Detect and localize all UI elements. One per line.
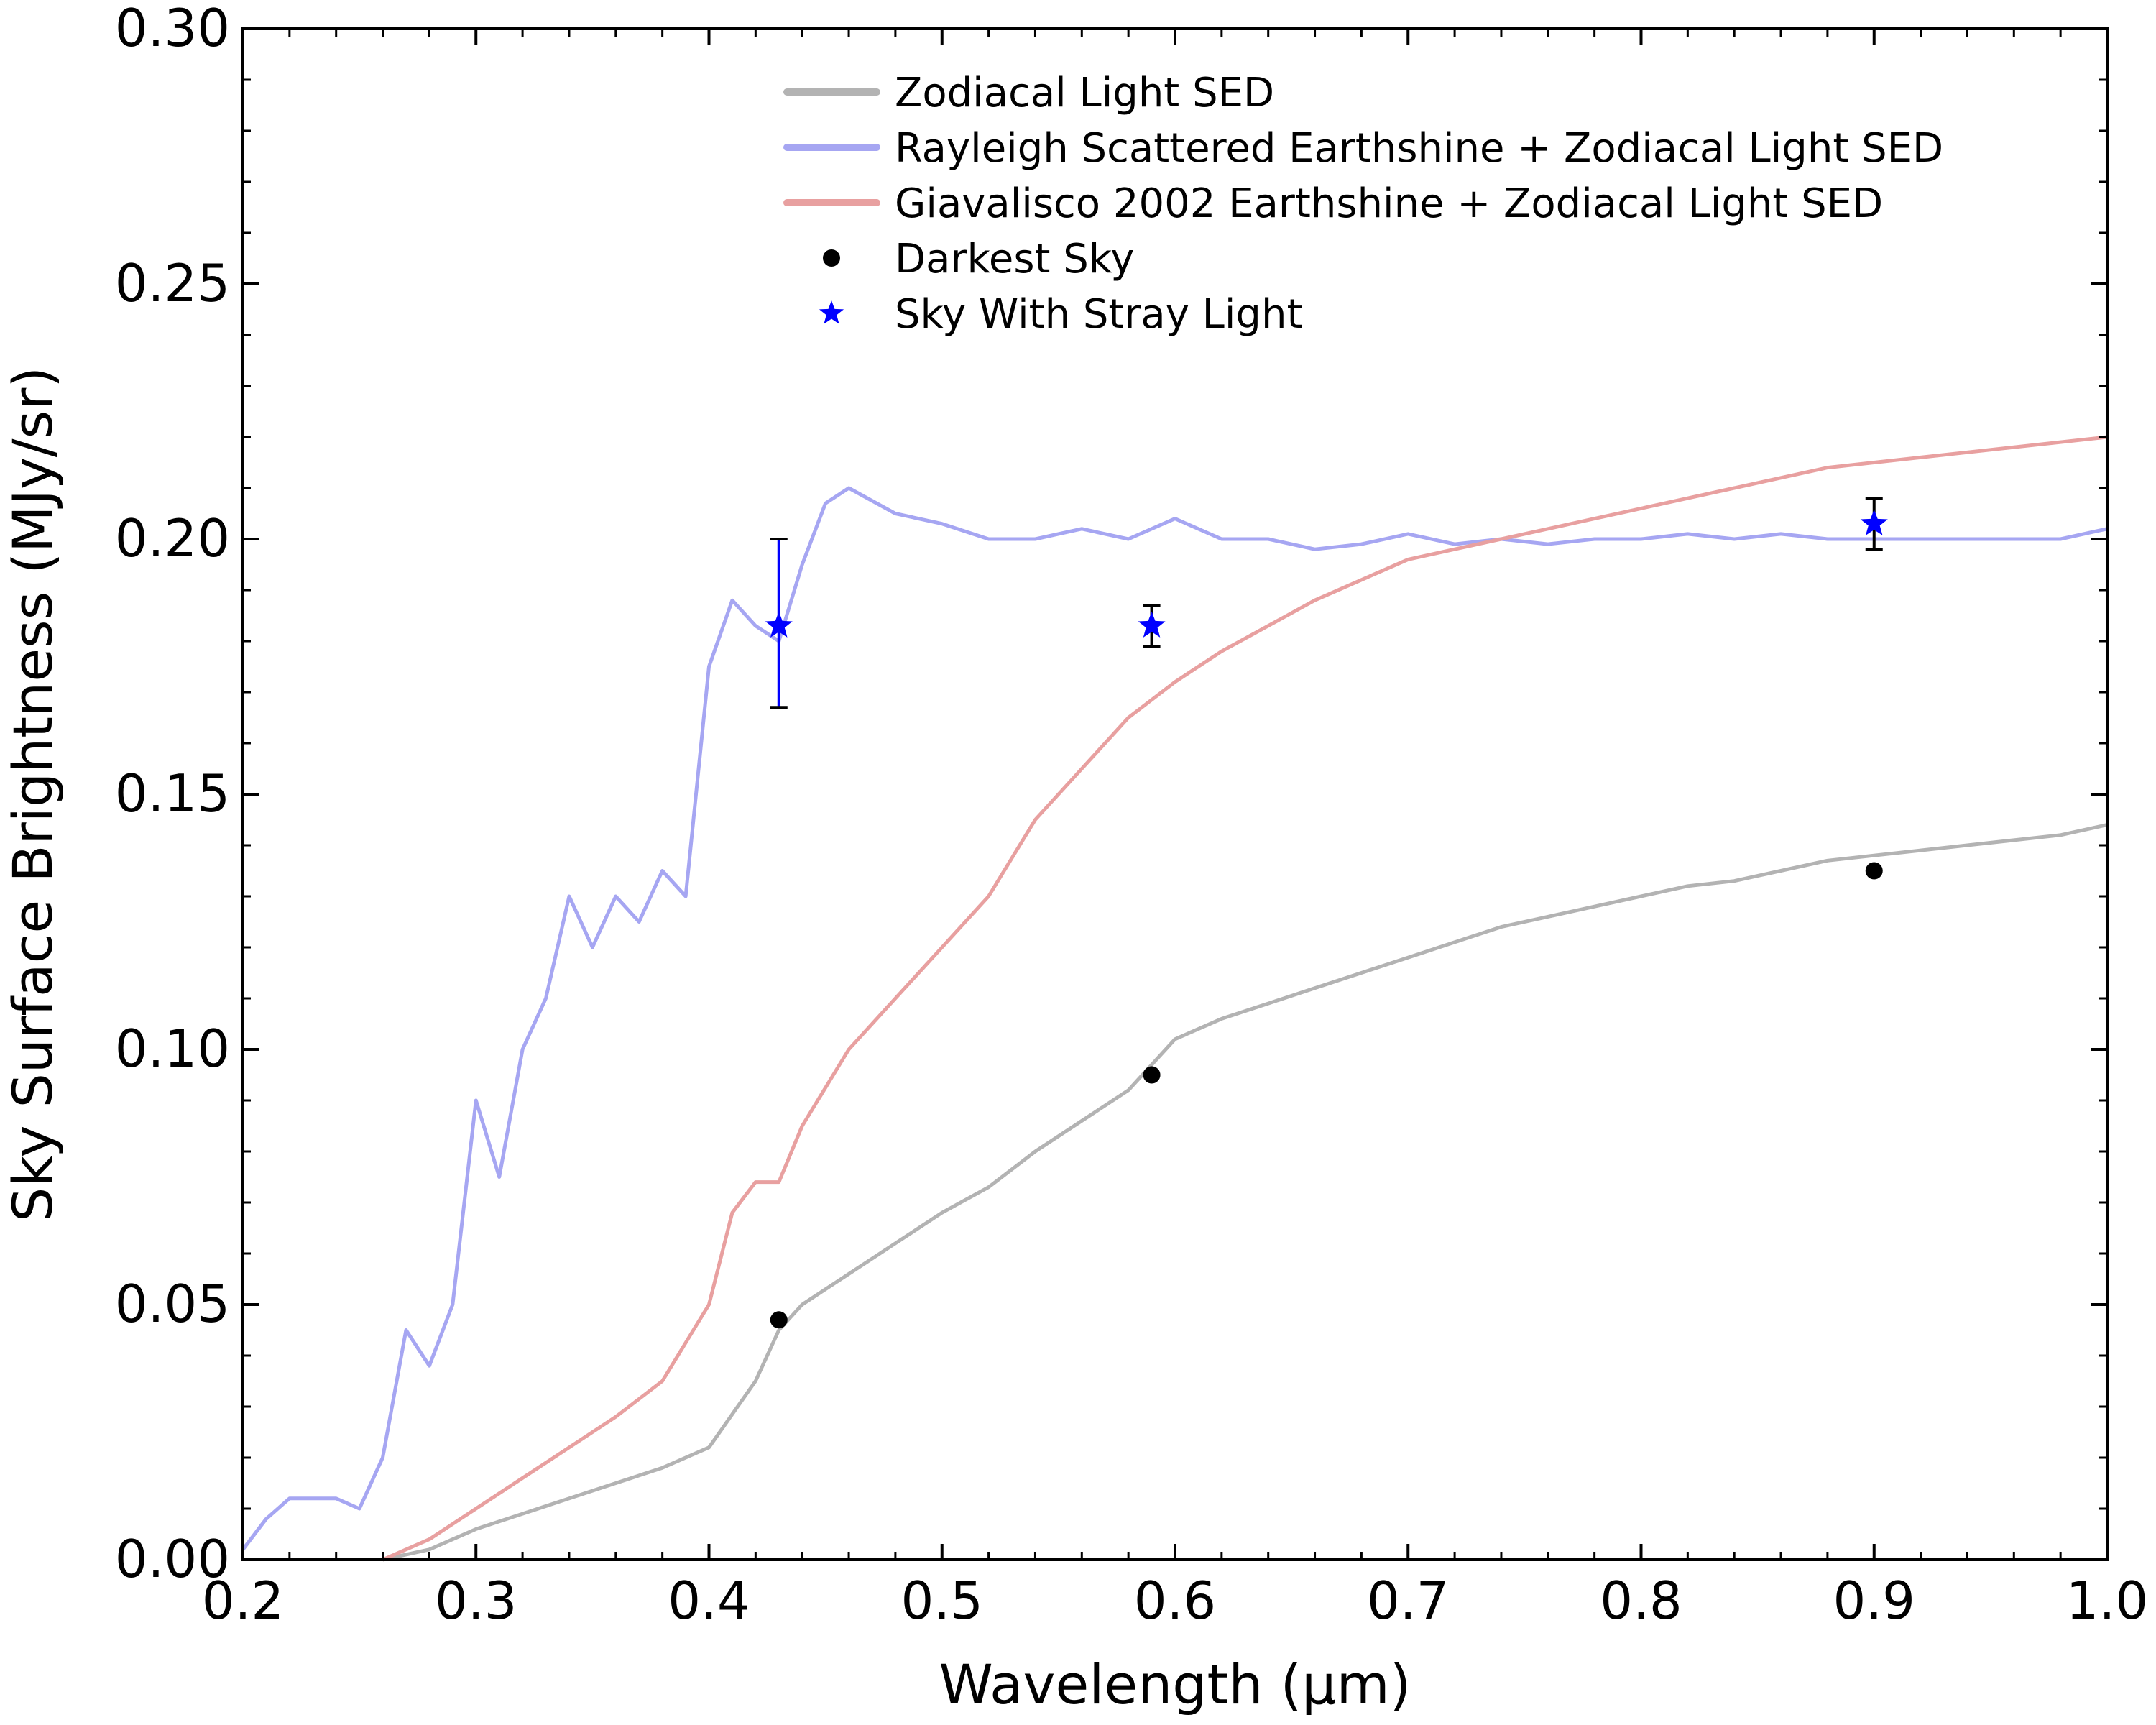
- legend: Zodiacal Light SED Rayleigh Scattered Ear…: [783, 70, 1943, 338]
- legend-label: Rayleigh Scattered Earthshine + Zodiacal…: [895, 125, 1943, 172]
- legend-label: Sky With Stray Light: [895, 291, 1302, 338]
- legend-circle-swatch: [823, 249, 840, 267]
- star-marker: [765, 611, 793, 638]
- y-tick-label: 0.25: [115, 253, 230, 313]
- x-axis-title: Wavelength (µm): [939, 1652, 1411, 1716]
- y-tick-label: 0.30: [115, 0, 230, 58]
- x-tick-label: 0.9: [1833, 1570, 1915, 1631]
- star-marker: [1138, 611, 1166, 638]
- y-axis-title: Sky Surface Brightness (MJy/sr): [1, 367, 65, 1222]
- legend-label: Giavalisco 2002 Earthshine + Zodiacal Li…: [895, 180, 1883, 227]
- y-tick-label: 0.15: [115, 763, 230, 824]
- x-tick-label: 0.2: [202, 1570, 285, 1631]
- circle-marker: [1143, 1066, 1161, 1084]
- ticks-layer: 0.2 0.3 0.4 0.5 0.6 0.7 0.8 0.9 1.0 0.00 0.05 0.10 0…: [115, 0, 2149, 1631]
- x-tick-label: 0.8: [1600, 1570, 1682, 1631]
- star-marker: [1860, 509, 1888, 535]
- circle-marker: [1865, 862, 1883, 880]
- x-tick-label: 0.6: [1134, 1570, 1217, 1631]
- x-tick-label: 0.3: [435, 1570, 517, 1631]
- x-tick-label: 0.4: [668, 1570, 750, 1631]
- x-tick-label: 1.0: [2066, 1570, 2149, 1631]
- series-layer: [241, 435, 2108, 1562]
- series-line-1: [382, 823, 2108, 1562]
- series-line-3: [382, 435, 2108, 1562]
- legend-label: Darkest Sky: [895, 236, 1134, 282]
- series-line-2: [241, 486, 2108, 1551]
- x-tick-label: 0.7: [1367, 1570, 1450, 1631]
- points-layer: [765, 497, 1888, 1329]
- y-tick-label: 0.20: [115, 508, 230, 569]
- legend-star-swatch: [819, 300, 844, 324]
- y-tick-label: 0.05: [115, 1274, 230, 1334]
- x-tick-label: 0.5: [900, 1570, 983, 1631]
- legend-label: Zodiacal Light SED: [895, 70, 1274, 116]
- circle-marker: [770, 1311, 788, 1329]
- y-tick-label: 0.10: [115, 1018, 230, 1079]
- y-tick-label: 0.00: [115, 1529, 230, 1589]
